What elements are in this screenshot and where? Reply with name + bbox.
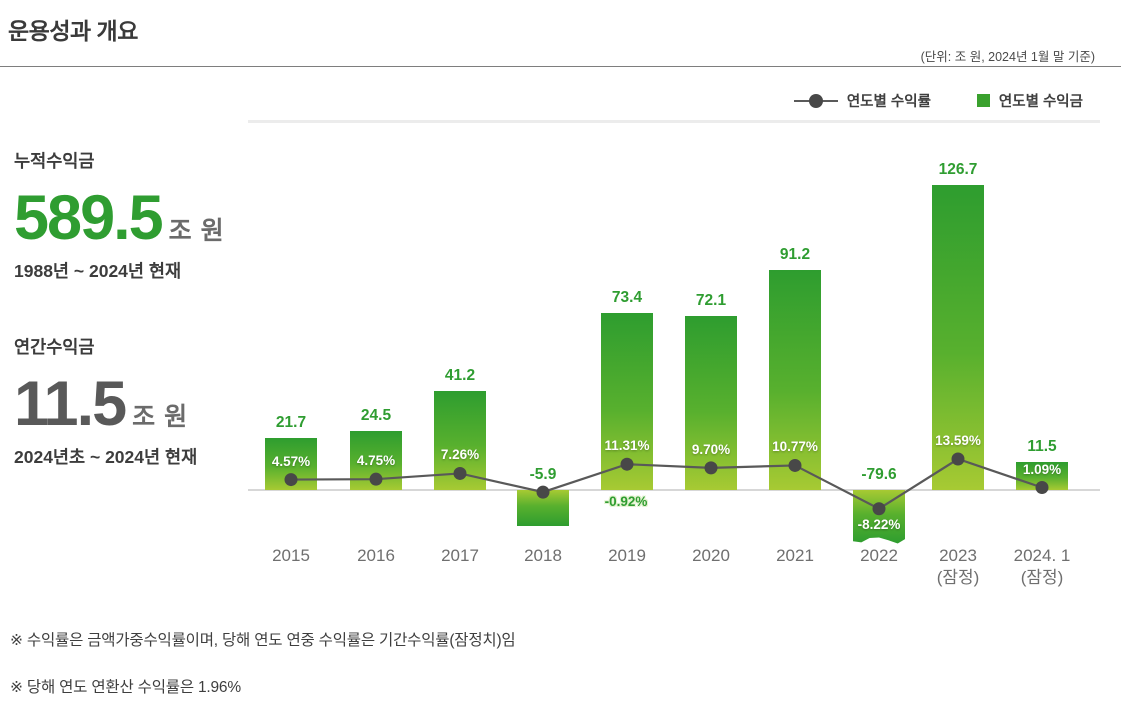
rate-value-label: 9.70%: [691, 441, 731, 457]
page-title: 운용성과 개요: [8, 18, 138, 44]
stat-unit: 조 원: [168, 217, 225, 245]
stat-unit: 조 원: [132, 403, 189, 431]
rate-value-label: 13.59%: [935, 433, 981, 448]
bar-marker-icon: [976, 94, 990, 107]
rate-value-label: -8.22%: [857, 516, 901, 532]
legend-item-amount: 연도별 수익금: [976, 90, 1083, 111]
rate-value-label: 4.75%: [356, 453, 396, 469]
dot-icon: [808, 93, 823, 108]
rate-value-label: 11.31%: [604, 438, 650, 454]
bar-value-label: 24.5: [360, 407, 392, 425]
bar-value-label: 21.7: [275, 413, 307, 431]
stat-annual-returns: 연간수익금 11.5 조 원 2024년초 ~ 2024년 현재: [14, 334, 197, 469]
rate-value-label: 7.26%: [440, 447, 480, 463]
bar-2019: [601, 313, 653, 490]
rate-value-label: 4.57%: [271, 453, 311, 469]
bar-2018: [517, 490, 569, 526]
x-axis-label: 2023 (잠정): [936, 546, 980, 588]
x-axis-label: 2019: [608, 546, 646, 565]
footnote-1: ※ 수익률은 금액가중수익률이며, 당해 연도 연중 수익률은 기간수익률(잠정…: [10, 632, 516, 649]
bar-2023: [932, 185, 984, 490]
footnotes: ※ 수익률은 금액가중수익률이며, 당해 연도 연중 수익률은 기간수익률(잠정…: [10, 628, 516, 722]
bar-value-label: -79.6: [861, 466, 897, 483]
stat-period: 1988년 ~ 2024년 현재: [14, 260, 182, 281]
legend-amount-label: 연도별 수익금: [998, 94, 1083, 110]
bar-line-chart: 21.7 2015 24.5 2016 41.2 2017 -5.9 2018 73.4 2019…: [248, 120, 1108, 620]
x-axis-label: 2022: [860, 546, 898, 565]
stat-title: 누적수익금: [14, 151, 95, 171]
x-axis-label: 2024. 1 (잠정): [1013, 546, 1071, 588]
bar-value-label: -5.9: [529, 466, 557, 483]
stat-value: 11.5: [14, 369, 127, 439]
bar-value-label: 91.2: [779, 246, 811, 264]
bar-value-label: 126.7: [938, 161, 978, 179]
stat-title: 연간수익금: [14, 337, 95, 357]
stat-period: 2024년초 ~ 2024년 현재: [14, 446, 198, 467]
stat-value: 589.5: [14, 183, 164, 253]
chart-legend: 연도별 수익률 연도별 수익금: [793, 90, 1083, 111]
unit-note: (단위: 조 원, 2024년 1월 말 기준): [920, 50, 1095, 64]
bar-value-label: 41.2: [444, 366, 476, 384]
bar-2021: [769, 270, 821, 490]
bar-2020: [685, 316, 737, 490]
x-axis-label: 2021: [776, 546, 814, 565]
stat-cumulative-returns: 누적수익금 589.5 조 원 1988년 ~ 2024년 현재: [14, 148, 225, 283]
x-axis-label: 2016: [357, 546, 395, 565]
x-axis-label: 2017: [441, 546, 479, 565]
x-axis-label: 2018: [524, 546, 562, 565]
title-divider: [0, 66, 1121, 67]
x-axis-label: 2020: [692, 546, 730, 565]
x-axis-label: 2015: [272, 546, 310, 565]
legend-item-rate: 연도별 수익률: [793, 90, 931, 111]
legend-rate-label: 연도별 수익률: [846, 94, 931, 110]
rate-value-label: 10.77%: [772, 439, 818, 455]
line-marker-icon: [793, 93, 838, 108]
plot-top-border: [248, 120, 1100, 123]
bar-value-label: 11.5: [1027, 438, 1057, 456]
bar-value-label: 73.4: [611, 289, 643, 307]
footnote-2: ※ 당해 연도 연환산 수익률은 1.96%: [10, 679, 241, 696]
bar-value-label: 72.1: [695, 292, 727, 310]
rate-value-label: 1.09%: [1022, 461, 1062, 477]
rate-line: [290, 457, 1043, 511]
bar-2017: [434, 390, 486, 490]
rate-value-label: -0.92%: [604, 494, 648, 510]
